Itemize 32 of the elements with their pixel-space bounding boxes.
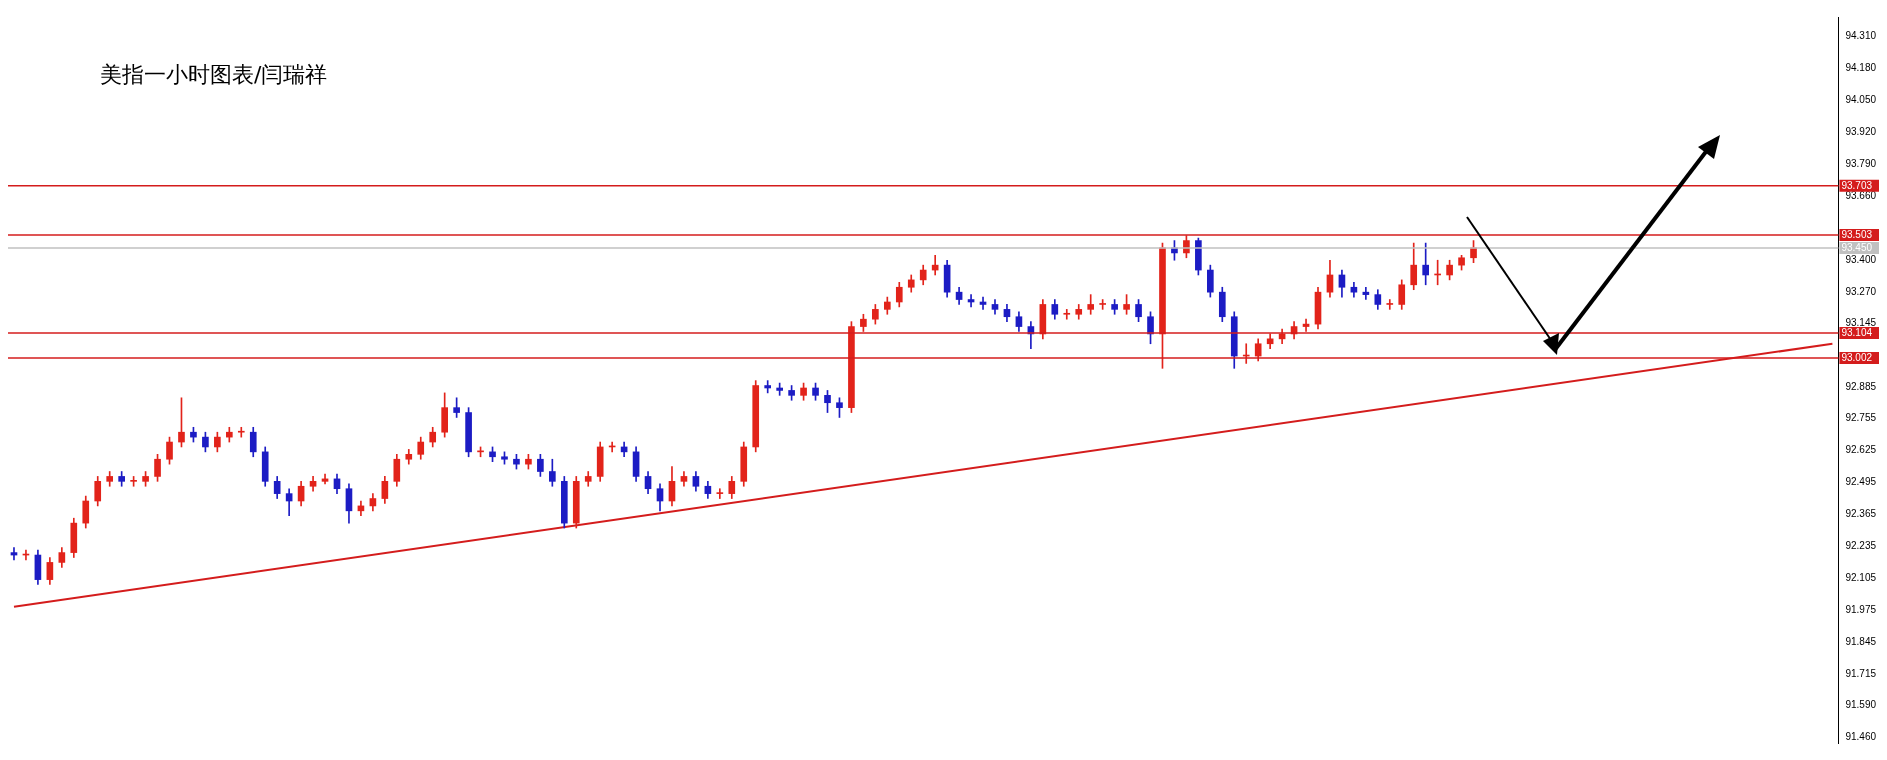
y-tick-label: 93.920 [1845, 126, 1877, 138]
y-tick-label: 92.755 [1845, 412, 1877, 424]
y-tick-label: 93.790 [1845, 158, 1877, 170]
y-tick-label: 92.625 [1845, 444, 1877, 456]
y-tick-label: 91.715 [1845, 667, 1877, 679]
y-tick-label: 91.590 [1845, 698, 1877, 710]
y-tick-label: 92.495 [1845, 476, 1877, 488]
y-tick-label: 93.400 [1845, 253, 1877, 265]
y-tick-label: 94.050 [1845, 94, 1877, 106]
candlestick [764, 380, 772, 394]
ref-line-label: 93.450 [1841, 241, 1873, 253]
ref-line-label: 93.703 [1841, 179, 1873, 191]
y-tick-label: 94.310 [1845, 30, 1877, 42]
candlestick [1063, 309, 1071, 320]
y-tick-label: 94.180 [1845, 62, 1877, 74]
y-tick-label: 93.145 [1845, 316, 1877, 328]
y-tick-label: 92.885 [1845, 380, 1877, 392]
y-tick-label: 91.460 [1845, 730, 1877, 742]
candlestick [237, 426, 245, 438]
ref-line-label: 93.104 [1841, 326, 1873, 338]
y-tick-label: 91.975 [1845, 604, 1877, 616]
ref-line-label: 93.002 [1841, 351, 1873, 363]
ref-line-label: 93.503 [1841, 228, 1873, 240]
y-tick-label: 93.660 [1845, 190, 1877, 202]
y-tick-label: 92.365 [1845, 508, 1877, 520]
y-tick-label: 92.235 [1845, 540, 1877, 552]
candlestick [716, 488, 724, 499]
y-tick-label: 92.105 [1845, 572, 1877, 584]
candlestick [1386, 299, 1394, 310]
y-tick-label: 91.845 [1845, 636, 1877, 648]
y-tick-label: 93.270 [1845, 285, 1877, 297]
text: 美指一小时图表/闫瑞祥 [100, 61, 328, 89]
